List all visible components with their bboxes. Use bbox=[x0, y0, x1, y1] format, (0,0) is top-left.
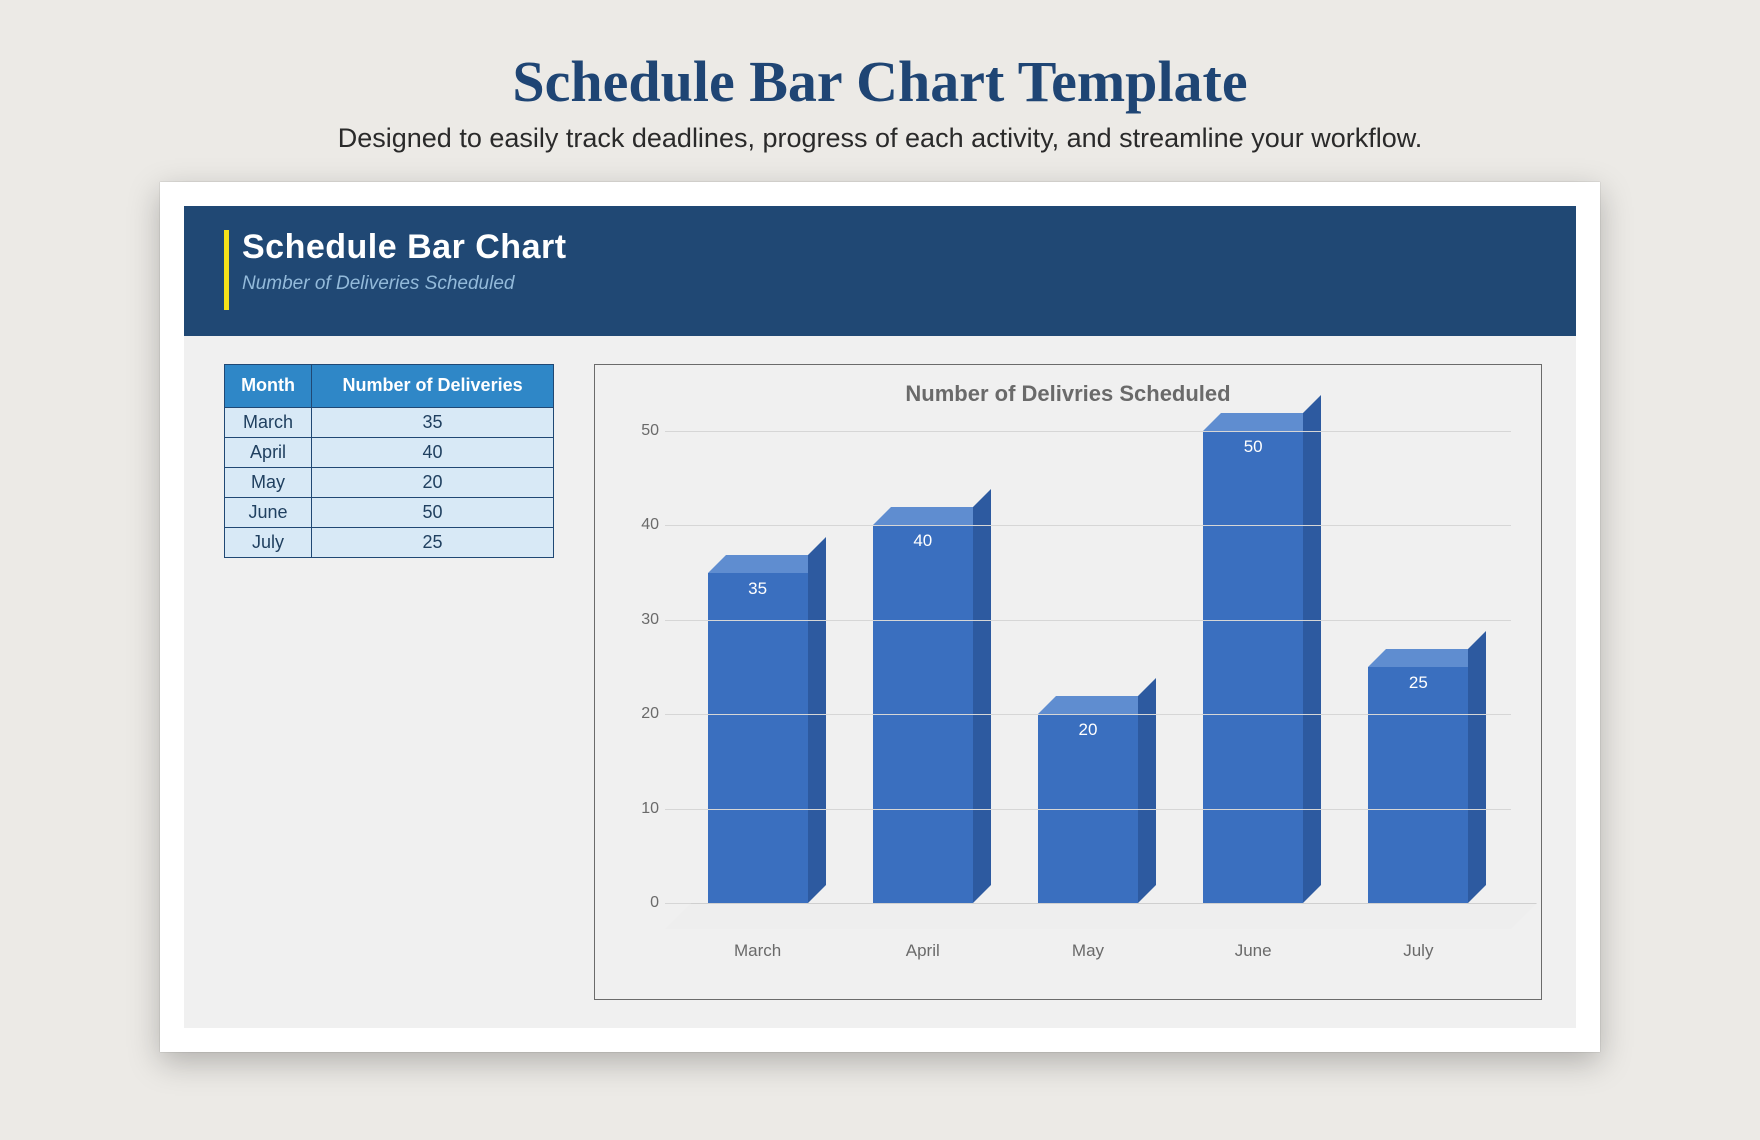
table-cell: 50 bbox=[312, 497, 554, 527]
table-row: May20 bbox=[225, 467, 554, 497]
gridline bbox=[665, 809, 1511, 810]
bar-value-label: 25 bbox=[1368, 673, 1468, 693]
table-row: April40 bbox=[225, 437, 554, 467]
bar-value-label: 35 bbox=[708, 579, 808, 599]
table-cell: July bbox=[225, 527, 312, 557]
data-table: Month Number of Deliveries March35April4… bbox=[224, 364, 554, 558]
table-cell: May bbox=[225, 467, 312, 497]
y-tick-label: 50 bbox=[623, 422, 659, 440]
bar: 50 bbox=[1203, 431, 1303, 903]
table-cell: March bbox=[225, 407, 312, 437]
bar-side bbox=[1468, 631, 1486, 903]
bar-front bbox=[708, 573, 808, 903]
y-tick-label: 40 bbox=[623, 516, 659, 534]
table-cell: 25 bbox=[312, 527, 554, 557]
bars-container: 35 40 20 50 25 bbox=[665, 431, 1511, 903]
bar-value-label: 20 bbox=[1038, 720, 1138, 740]
table-row: June50 bbox=[225, 497, 554, 527]
bar-value-label: 40 bbox=[873, 531, 973, 551]
plot-area: 3540205025 01020304050 bbox=[665, 431, 1511, 903]
gridline bbox=[665, 431, 1511, 432]
bar-chart: Number of Delivries Scheduled 35 40 20 50 25… bbox=[594, 364, 1542, 1000]
bar-slot: 35 bbox=[698, 431, 818, 903]
y-tick-label: 30 bbox=[623, 611, 659, 629]
bar: 35 bbox=[708, 573, 808, 903]
bar-front bbox=[1203, 431, 1303, 903]
y-tick-label: 0 bbox=[623, 894, 659, 912]
banner-title: Schedule Bar Chart bbox=[242, 228, 1536, 267]
bar-side bbox=[1138, 678, 1156, 903]
body-row: Month Number of Deliveries March35April4… bbox=[184, 336, 1576, 1028]
gridline bbox=[665, 525, 1511, 526]
chart-title: Number of Delivries Scheduled bbox=[595, 365, 1541, 407]
x-tick-label: May bbox=[1028, 941, 1148, 981]
banner: Schedule Bar Chart Number of Deliveries … bbox=[184, 206, 1576, 336]
y-tick-label: 10 bbox=[623, 800, 659, 818]
chart-floor bbox=[665, 903, 1537, 929]
card-inner: Schedule Bar Chart Number of Deliveries … bbox=[184, 206, 1576, 1028]
gridline bbox=[665, 620, 1511, 621]
table-cell: 20 bbox=[312, 467, 554, 497]
table-cell: April bbox=[225, 437, 312, 467]
bar-value-label: 50 bbox=[1203, 437, 1303, 457]
page-title: Schedule Bar Chart Template bbox=[160, 48, 1600, 115]
bar-side bbox=[808, 537, 826, 903]
table-cell: June bbox=[225, 497, 312, 527]
bar-side bbox=[1303, 395, 1321, 903]
x-tick-label: April bbox=[863, 941, 983, 981]
y-tick-label: 20 bbox=[623, 705, 659, 723]
chart-plot: 3540205025 01020304050 bbox=[665, 431, 1511, 929]
page-subtitle: Designed to easily track deadlines, prog… bbox=[160, 123, 1600, 154]
bar-side bbox=[973, 489, 991, 903]
x-tick-label: July bbox=[1358, 941, 1478, 981]
x-axis-labels: March April May June July bbox=[665, 941, 1511, 981]
bar-slot: 20 bbox=[1028, 431, 1148, 903]
x-tick-label: March bbox=[698, 941, 818, 981]
table-cell: 40 bbox=[312, 437, 554, 467]
bar-slot: 50 bbox=[1193, 431, 1313, 903]
table-header-deliveries: Number of Deliveries bbox=[312, 365, 554, 408]
bar: 25 bbox=[1368, 667, 1468, 903]
template-card: Schedule Bar Chart Number of Deliveries … bbox=[160, 182, 1600, 1052]
banner-accent bbox=[224, 230, 229, 310]
banner-subtitle: Number of Deliveries Scheduled bbox=[242, 273, 1536, 295]
table-row: March35 bbox=[225, 407, 554, 437]
table-header-month: Month bbox=[225, 365, 312, 408]
x-tick-label: June bbox=[1193, 941, 1313, 981]
bar-slot: 25 bbox=[1358, 431, 1478, 903]
bar-slot: 40 bbox=[863, 431, 983, 903]
gridline bbox=[665, 714, 1511, 715]
table-row: July25 bbox=[225, 527, 554, 557]
bar-front bbox=[1368, 667, 1468, 903]
table-cell: 35 bbox=[312, 407, 554, 437]
